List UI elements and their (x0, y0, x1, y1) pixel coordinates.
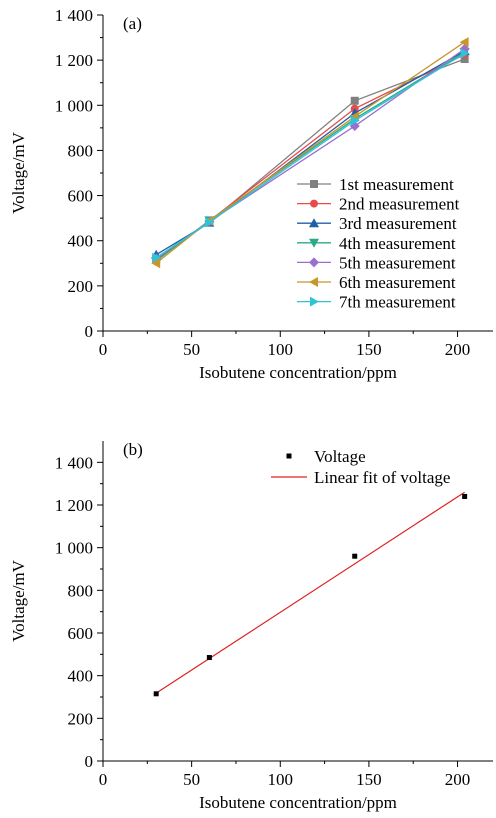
data-point (462, 493, 468, 499)
legend-marker (309, 238, 319, 248)
legend-marker (310, 199, 318, 208)
y-tick-label: 600 (68, 624, 94, 643)
x-tick-label: 150 (356, 770, 382, 789)
y-tick-label: 600 (68, 187, 94, 206)
legend-label: Voltage (314, 447, 366, 466)
data-point (153, 691, 159, 697)
y-tick-label: 0 (85, 752, 94, 771)
y-tick-label: 1 200 (55, 51, 93, 70)
series-7 (152, 48, 470, 263)
legend-marker (310, 296, 319, 307)
x-tick-label: 0 (99, 340, 108, 359)
data-point (151, 258, 161, 269)
legend-item: Voltage (286, 447, 366, 466)
y-tick-label: 1 400 (55, 6, 93, 25)
legend-marker (310, 180, 318, 188)
chart-panel-a: 0 50 100 150 200 0 200 400 600 800 1 000 1 200 1 400… (9, 6, 493, 382)
y-tick-label: 200 (68, 709, 94, 728)
y-tick-label: 200 (68, 277, 94, 296)
linear-fit-line (155, 491, 465, 694)
y-tick-label: 800 (68, 581, 94, 600)
series-line (155, 52, 465, 259)
data-point (350, 96, 359, 105)
y-tick-label: 1 200 (55, 496, 93, 515)
x-tick-label: 50 (183, 340, 200, 359)
legend-label: 1st measurement (339, 175, 454, 194)
y-tick-label: 800 (68, 141, 94, 160)
legend-marker (309, 277, 318, 287)
panel-label: (a) (123, 14, 142, 33)
legend-item: 3rd measurement (297, 214, 457, 233)
y-tick-label: 400 (68, 667, 94, 686)
legend-label: Linear fit of voltage (314, 468, 450, 487)
legend-label: 7th measurement (339, 293, 456, 312)
legend-item: Linear fit of voltage (271, 468, 450, 487)
legend-label: 6th measurement (339, 273, 456, 292)
data-point (459, 37, 469, 48)
legend-item: 4th measurement (297, 234, 456, 253)
y-tick-label: 1 400 (55, 453, 93, 472)
legend-label: 2nd measurement (339, 195, 460, 214)
legend-item: 1st measurement (297, 175, 454, 194)
legend-item: 2nd measurement (297, 195, 460, 214)
x-tick-label: 0 (99, 770, 108, 789)
legend-item: 6th measurement (297, 273, 456, 292)
y-tick-label: 1 000 (55, 539, 93, 558)
legend-marker (286, 453, 292, 459)
data-point (152, 252, 162, 263)
data-point (460, 55, 469, 64)
y-axis-title: Voltage/mV (9, 131, 28, 214)
data-point (350, 115, 360, 126)
legend-label: 3rd measurement (339, 214, 457, 233)
y-tick-label: 400 (68, 232, 94, 251)
data-point (352, 553, 358, 559)
y-tick-label: 1 000 (55, 96, 93, 115)
legend: Voltage Linear fit of voltage (271, 447, 450, 487)
data-point (460, 48, 470, 59)
series-voltage (153, 493, 468, 697)
legend-label: 5th measurement (339, 253, 456, 272)
x-tick-label: 50 (183, 770, 200, 789)
x-tick-label: 100 (268, 770, 294, 789)
y-tick-label: 0 (85, 322, 94, 341)
x-tick-label: 200 (445, 770, 471, 789)
y-axis-title: Voltage/mV (9, 559, 28, 642)
x-tick-label: 150 (356, 340, 382, 359)
panel-label: (b) (123, 440, 143, 459)
legend-marker (309, 218, 319, 228)
x-tick-label: 100 (268, 340, 294, 359)
x-tick-label: 200 (445, 340, 471, 359)
legend-marker (309, 257, 319, 268)
legend-item: 7th measurement (297, 293, 456, 312)
x-axis-title: Isobutene concentration/ppm (199, 363, 397, 382)
legend-item: 5th measurement (297, 253, 456, 272)
series-line (155, 41, 466, 264)
data-point (206, 655, 212, 661)
legend-label: 4th measurement (339, 234, 456, 253)
data-point (205, 217, 215, 228)
chart-panel-b: 0 50 100 150 200 0 200 400 600 800 1 000 1 200 1 400… (9, 440, 493, 812)
x-axis-title: Isobutene concentration/ppm (199, 793, 397, 812)
